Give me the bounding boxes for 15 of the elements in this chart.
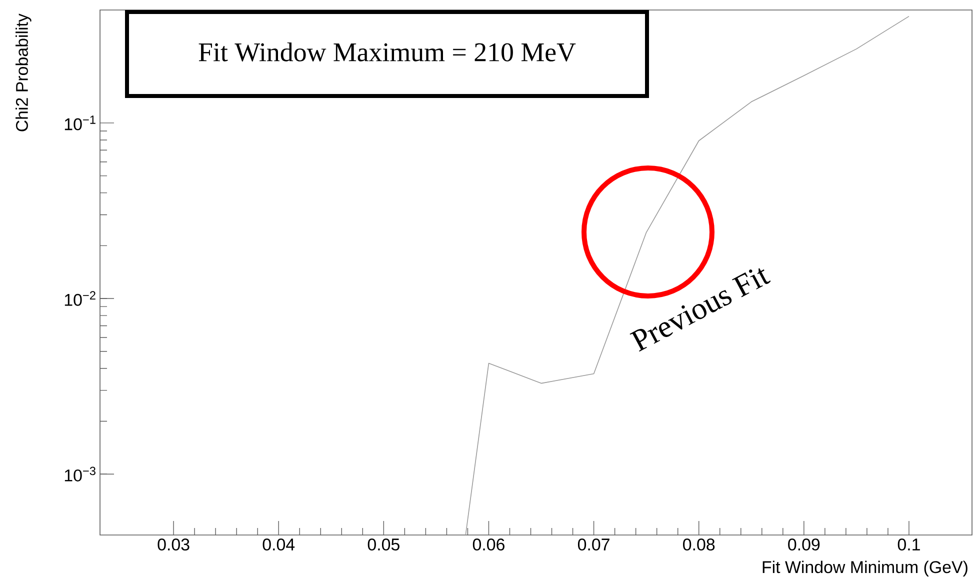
line-series — [465, 16, 910, 535]
x-tick-label: 0.05 — [368, 538, 400, 551]
y-axis-title: Chi2 Probability — [16, 14, 32, 132]
x-tick-label: 0.09 — [788, 538, 820, 551]
y-tick-label: 10$^{−3}$ — [64, 466, 96, 482]
annotation: Fit Window Maximum = 210 MeV — [198, 42, 576, 62]
x-tick-label: 0.03 — [158, 538, 190, 551]
x-tick-label: 0.08 — [683, 538, 715, 551]
y-tick-label: 10$^{−2}$ — [64, 291, 96, 306]
y-tick-label: 10$^{−1}$ — [64, 116, 96, 130]
x-axis-title: Fit Window Minimum (GeV) — [762, 560, 968, 576]
x-tick-label: 0.06 — [472, 538, 504, 551]
x-tick-label: 0.07 — [578, 538, 610, 551]
x-tick-label: 0.1 — [898, 538, 920, 551]
x-tick-label: 0.04 — [262, 538, 295, 551]
